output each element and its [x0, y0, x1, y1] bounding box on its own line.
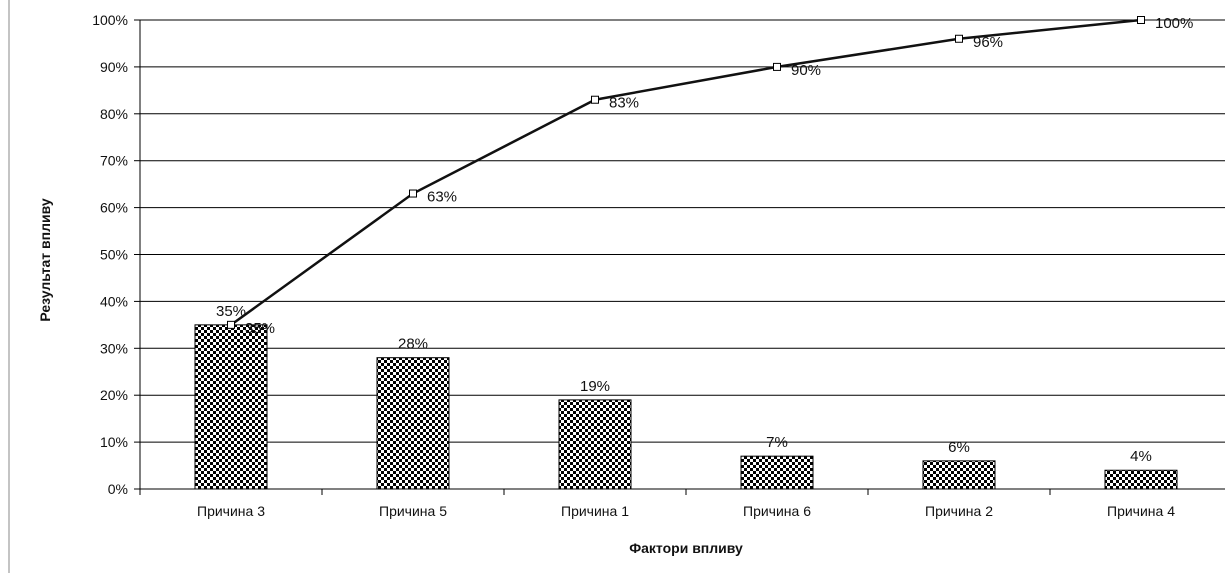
line-marker-4	[773, 62, 781, 71]
cumulative-line	[230, 18, 1142, 326]
bar-data-labels: 35% 28% 19% 7% 6% 4%	[216, 303, 1152, 465]
y-tick-label-4: 40%	[100, 293, 128, 309]
y-tick-label-0: 0%	[108, 481, 128, 497]
bar-label-3: 19%	[580, 378, 610, 395]
line-label-4: 90%	[791, 62, 821, 79]
line-marker-3	[591, 95, 599, 104]
y-tick-label-8: 80%	[100, 106, 128, 122]
line-label-1: 35%	[245, 320, 275, 337]
y-tick-label-3: 30%	[100, 340, 128, 356]
bar-label-4: 7%	[766, 434, 788, 451]
bar-label-5: 6%	[948, 439, 970, 456]
y-tick-labels: 0% 10% 20% 30% 40% 50% 60% 70% 80% 90% 100%	[92, 12, 128, 497]
line-data-labels: 35% 63% 83% 90% 96% 100%	[245, 15, 1193, 337]
bar-3	[558, 399, 632, 490]
bar-4	[740, 455, 814, 490]
bar-label-1: 35%	[216, 303, 246, 320]
bar-6	[1104, 469, 1178, 490]
bar-1	[194, 324, 268, 490]
line-label-5: 96%	[973, 34, 1003, 51]
cumulative-line-series	[227, 16, 1145, 329]
bar-series	[194, 324, 1178, 490]
x-tick-label-4: Причина 6	[743, 503, 811, 519]
bar-label-6: 4%	[1130, 448, 1152, 465]
y-tick-label-7: 70%	[100, 153, 128, 169]
grid-lines	[134, 19, 1225, 490]
y-tick-label-1: 10%	[100, 434, 128, 450]
x-tick-label-5: Причина 2	[925, 503, 993, 519]
x-tick-label-6: Причина 4	[1107, 503, 1175, 519]
x-tick-labels: Причина 3 Причина 5 Причина 1 Причина 6 Прич…	[197, 503, 1175, 519]
y-tick-label-2: 20%	[100, 387, 128, 403]
axes	[139, 20, 1225, 495]
y-tick-label-10: 100%	[92, 12, 128, 28]
line-label-3: 83%	[609, 95, 639, 112]
x-axis-title: Фактори впливу	[629, 540, 743, 556]
y-tick-label-6: 60%	[100, 200, 128, 216]
line-marker-1	[227, 320, 235, 329]
line-label-6: 100%	[1155, 15, 1193, 32]
bar-label-2: 28%	[398, 336, 428, 353]
x-tick-label-3: Причина 1	[561, 503, 629, 519]
bar-2	[376, 357, 450, 490]
x-tick-label-2: Причина 5	[379, 503, 447, 519]
line-label-2: 63%	[427, 189, 457, 206]
y-tick-label-5: 50%	[100, 247, 128, 263]
x-tick-label-1: Причина 3	[197, 503, 265, 519]
line-marker-2	[409, 189, 417, 198]
line-marker-5	[955, 34, 963, 43]
y-tick-label-9: 90%	[100, 59, 128, 75]
line-marker-6	[1137, 16, 1145, 24]
bar-5	[922, 460, 996, 490]
y-axis-title: Результат впливу	[37, 198, 53, 321]
